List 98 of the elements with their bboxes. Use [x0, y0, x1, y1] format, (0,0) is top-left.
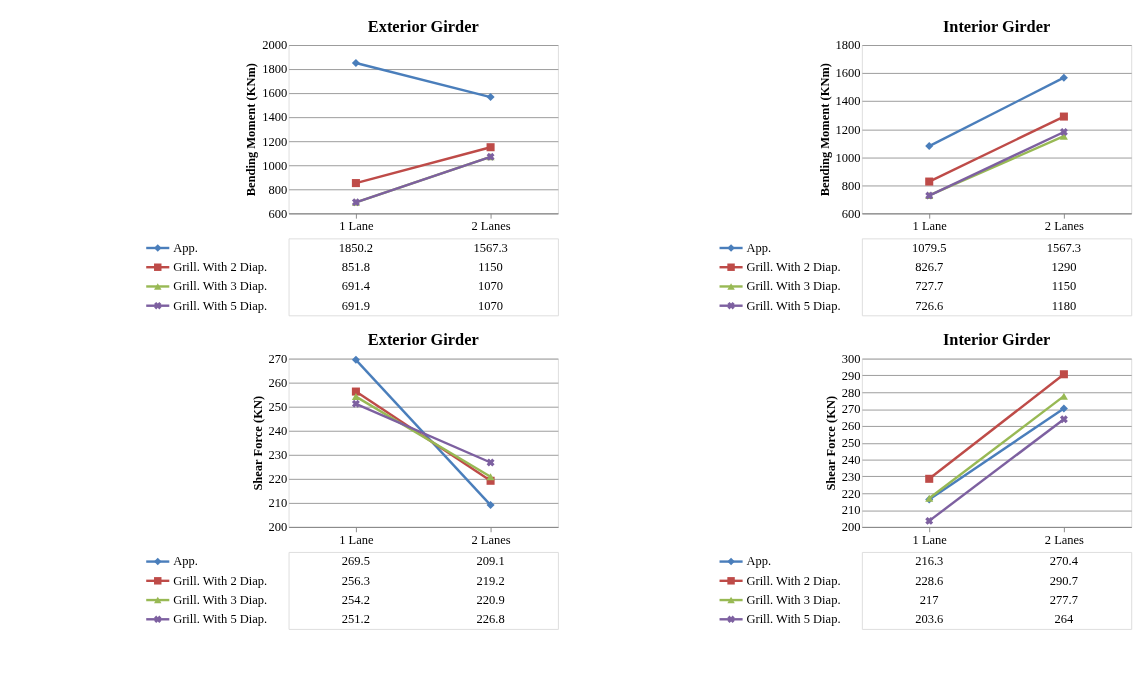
y-tick-label: 250: [841, 436, 861, 451]
data-label: 1070: [478, 279, 504, 294]
data-label: 1150: [478, 260, 503, 275]
legend-label: Grill. With 2 Diap.: [746, 573, 841, 588]
data-label: 727.7: [915, 279, 944, 294]
legend-label: Grill. With 5 Diap.: [746, 298, 841, 313]
y-tick-label: 1800: [835, 38, 861, 53]
y-tick-label: 1400: [835, 94, 861, 109]
y-tick-label: 260: [268, 375, 288, 390]
data-label: 1850.2: [338, 240, 374, 255]
y-tick-label: 300: [841, 351, 861, 366]
data-label: 691.4: [341, 279, 371, 294]
y-tick-label: 1200: [835, 122, 861, 137]
legend-label: App.: [173, 240, 198, 255]
data-label: 228.6: [915, 573, 944, 588]
y-tick-label: 600: [268, 206, 288, 221]
chart-title: Exterior Girder: [367, 16, 479, 36]
y-tick-label: 800: [268, 182, 288, 197]
data-label: 209.1: [476, 554, 505, 569]
y-tick-label: 1000: [835, 150, 861, 165]
data-label: 691.9: [341, 298, 370, 313]
data-label: 1150: [1051, 279, 1077, 294]
x-tick-label: 2 Lanes: [471, 532, 511, 547]
data-label: 277.7: [1049, 592, 1078, 607]
legend-label: App.: [746, 240, 772, 255]
data-label: 1567.3: [473, 240, 508, 255]
y-tick-label: 220: [268, 472, 288, 487]
y-axis-title: Shear Force (KN): [823, 395, 838, 491]
data-label: 256.3: [341, 573, 370, 588]
y-tick-label: 2000: [262, 38, 288, 53]
y-tick-label: 240: [841, 452, 861, 467]
y-axis-title: Shear Force (KN): [250, 395, 265, 491]
y-tick-label: 210: [268, 496, 288, 511]
data-label: 226.8: [476, 612, 505, 627]
legend-label: Grill. With 5 Diap.: [173, 298, 268, 313]
legend-label: Grill. With 3 Diap.: [746, 279, 841, 294]
chart-title: Exterior Girder: [367, 330, 479, 350]
data-label: 251.2: [341, 612, 370, 627]
chart-title: Interior Girder: [942, 330, 1051, 350]
data-label: 217: [919, 592, 939, 607]
data-label: 290.7: [1049, 573, 1078, 588]
data-label: 254.2: [341, 592, 370, 607]
data-label: 269.5: [341, 554, 370, 569]
y-tick-label: 1200: [262, 134, 288, 149]
y-tick-label: 280: [841, 385, 861, 400]
x-tick-label: 1 Lane: [912, 219, 948, 234]
y-tick-label: 210: [841, 503, 861, 518]
y-tick-label: 800: [841, 178, 861, 193]
y-tick-label: 1400: [262, 110, 288, 125]
y-axis-title: Bending Moment (KNm): [244, 63, 259, 197]
legend-label: Grill. With 3 Diap.: [173, 592, 268, 607]
data-label: 851.8: [341, 260, 370, 275]
y-tick-label: 230: [268, 448, 288, 463]
data-label: 1079.5: [912, 240, 947, 255]
y-tick-label: 200: [841, 520, 861, 535]
data-label: 826.7: [915, 260, 944, 275]
y-tick-label: 250: [268, 400, 288, 415]
data-label: 726.6: [915, 298, 944, 313]
data-label: 216.3: [915, 554, 944, 569]
y-tick-label: 1600: [262, 86, 288, 101]
data-label: 270.4: [1049, 554, 1079, 569]
x-tick-label: 2 Lanes: [471, 219, 511, 234]
legend-label: Grill. With 3 Diap.: [746, 592, 841, 607]
x-tick-label: 2 Lanes: [1044, 532, 1085, 547]
y-axis-title: Bending Moment (KNm): [817, 63, 832, 197]
chart-title: Interior Girder: [942, 16, 1051, 36]
data-label: 1290: [1051, 260, 1077, 275]
legend-label: App.: [173, 554, 198, 569]
y-tick-label: 1600: [835, 66, 861, 81]
y-tick-label: 200: [268, 520, 288, 535]
data-label: 1070: [478, 298, 504, 313]
legend-label: Grill. With 2 Diap.: [173, 573, 268, 588]
x-tick-label: 1 Lane: [339, 532, 375, 547]
legend-label: Grill. With 5 Diap.: [746, 612, 841, 627]
x-tick-label: 1 Lane: [339, 219, 375, 234]
y-tick-label: 220: [841, 486, 861, 501]
legend-label: App.: [746, 554, 772, 569]
x-tick-label: 1 Lane: [912, 532, 948, 547]
y-tick-label: 270: [268, 351, 288, 366]
data-label: 1180: [1051, 298, 1077, 313]
y-tick-label: 290: [841, 368, 861, 383]
legend-label: Grill. With 2 Diap.: [173, 260, 268, 275]
legend-label: Grill. With 5 Diap.: [173, 612, 268, 627]
data-label: 203.6: [915, 612, 944, 627]
legend-label: Grill. With 2 Diap.: [746, 260, 841, 275]
y-tick-label: 1000: [262, 158, 288, 173]
data-label: 1567.3: [1046, 240, 1082, 255]
data-label: 264: [1054, 612, 1075, 627]
legend-label: Grill. With 3 Diap.: [173, 279, 268, 294]
y-tick-label: 230: [841, 469, 861, 484]
data-label: 219.2: [476, 573, 505, 588]
x-tick-label: 2 Lanes: [1044, 219, 1085, 234]
y-tick-label: 1800: [262, 62, 288, 77]
y-tick-label: 260: [841, 419, 861, 434]
y-tick-label: 240: [268, 424, 288, 439]
data-label: 220.9: [476, 592, 505, 607]
y-tick-label: 270: [841, 402, 861, 417]
y-tick-label: 600: [841, 206, 861, 221]
